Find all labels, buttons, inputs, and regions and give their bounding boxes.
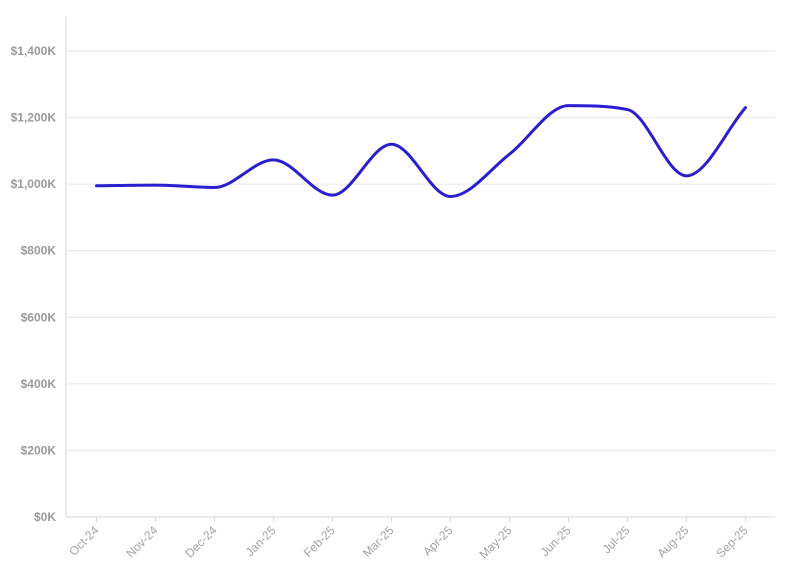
- x-tick-label: Dec-24: [182, 523, 219, 560]
- x-tick-label: Apr-25: [420, 523, 456, 559]
- grid-lines: [66, 50, 775, 451]
- x-axis-ticks: Oct-24 Nov-24 Dec-24 Jan-25 Feb-25 Mar-25 Apr-…: [66, 517, 751, 561]
- y-axis-ticks: $0K $200K $400K $600K $800K $1,000K $1,200K $1,…: [11, 44, 57, 524]
- y-tick-label: $1,400K: [11, 44, 57, 58]
- x-tick-label: Jun-25: [538, 523, 574, 559]
- x-tick-label: Feb-25: [301, 523, 338, 560]
- series-layer: [95, 104, 747, 198]
- x-tick-label: Jul-25: [600, 523, 633, 556]
- series-line: [95, 104, 747, 198]
- x-tick-label: Oct-24: [66, 523, 102, 559]
- y-tick-label: $0K: [34, 510, 56, 524]
- x-tick-label: May-25: [476, 523, 514, 561]
- axes: [65, 17, 775, 518]
- x-tick-label: Aug-25: [654, 523, 691, 560]
- y-tick-label: $1,000K: [11, 177, 57, 191]
- x-tick-label: Nov-24: [123, 523, 160, 560]
- y-tick-label: $1,200K: [11, 111, 57, 125]
- x-tick-label: Mar-25: [360, 523, 397, 560]
- y-tick-label: $400K: [21, 377, 57, 391]
- x-tick-label: Jan-25: [243, 523, 279, 559]
- y-tick-label: $200K: [21, 443, 57, 457]
- y-tick-label: $600K: [21, 310, 57, 324]
- y-tick-label: $800K: [21, 244, 57, 258]
- x-tick-label: Sep-25: [713, 523, 750, 560]
